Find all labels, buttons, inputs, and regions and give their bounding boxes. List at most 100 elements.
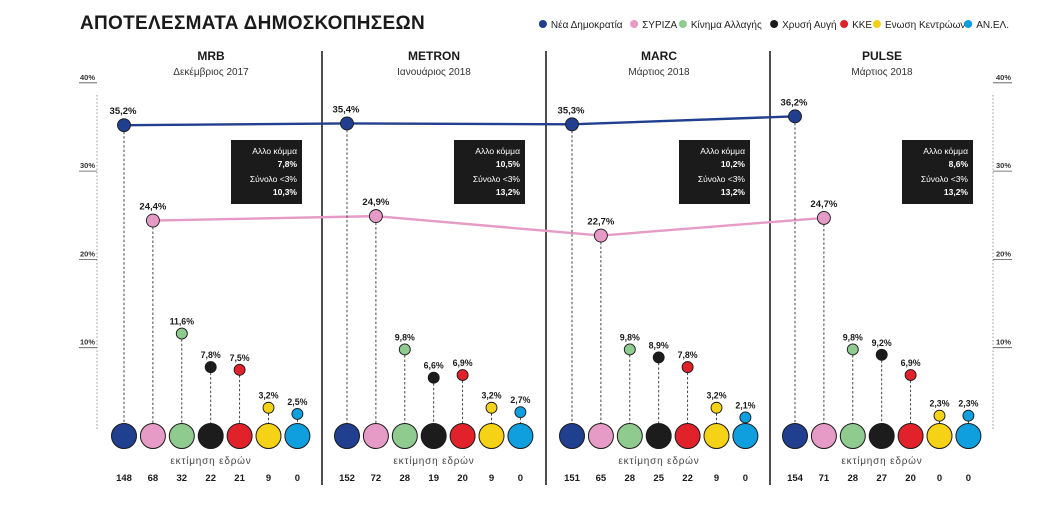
other-party-value-1: 10,5% [496, 159, 521, 169]
party-circle-2-6 [732, 423, 759, 449]
seats-value-1-3: 19 [428, 473, 439, 484]
legend-swatch-0 [538, 20, 547, 28]
seats-value-0-6: 0 [295, 473, 300, 484]
legend-swatch-4 [840, 20, 849, 28]
seats-value-2-5: 9 [714, 473, 719, 484]
value-label-1-1: 24,9% [362, 197, 389, 208]
seats-value-0-4: 21 [234, 473, 245, 484]
other-party-label-0: Αλλο κόμμα [252, 146, 297, 156]
below3-label-3: Σύνολο <3% [921, 174, 969, 184]
seats-value-0-3: 22 [205, 473, 216, 484]
party-circle-3-6 [955, 423, 982, 449]
value-label-0-1: 24,4% [139, 202, 166, 213]
other-party-label-1: Αλλο κόμμα [475, 146, 520, 156]
value-dot-1-4 [456, 369, 469, 382]
seats-caption-0: εκτίμηση εδρών [170, 455, 251, 467]
value-dot-2-5 [710, 401, 723, 414]
y-tick-label-right-0: 40% [996, 73, 1011, 82]
other-party-value-0: 7,8% [278, 159, 298, 169]
value-label-0-2: 11,6% [170, 317, 195, 327]
below3-label-2: Σύνολο <3% [698, 174, 746, 184]
value-label-0-3: 7,8% [201, 350, 221, 360]
value-label-1-3: 6,6% [424, 361, 444, 371]
party-circle-1-5 [478, 423, 505, 449]
value-dot-0-1 [145, 213, 160, 228]
seats-value-0-5: 9 [266, 473, 271, 484]
value-dot-2-2 [623, 343, 636, 356]
poll-date-0: Δεκέμβριος 2017 [173, 66, 249, 78]
seats-value-3-0: 154 [787, 473, 804, 484]
pollster-name-2: MARC [641, 49, 677, 63]
other-parties-box-3 [902, 140, 973, 204]
legend-label-5: Ενωση Κεντρώων [885, 19, 965, 31]
poll-date-3: Μάρτιος 2018 [851, 66, 913, 78]
value-label-1-5: 3,2% [481, 391, 501, 401]
seats-caption-1: εκτίμηση εδρών [393, 455, 474, 467]
seats-caption-3: εκτίμηση εδρών [841, 455, 922, 467]
y-tick-label-left-2: 20% [80, 249, 95, 258]
other-parties-box-1 [454, 140, 525, 204]
value-dot-0-0 [117, 118, 131, 133]
value-dot-1-3 [427, 371, 440, 384]
seats-value-2-1: 65 [596, 473, 607, 484]
below3-value-2: 13,2% [721, 187, 746, 197]
pollster-name-3: PULSE [862, 49, 902, 63]
party-circle-0-4 [226, 423, 253, 449]
below3-value-1: 13,2% [496, 187, 521, 197]
party-circle-3-0 [782, 423, 808, 449]
seats-value-2-3: 25 [653, 473, 664, 484]
legend-label-0: Νέα Δημοκρατία [551, 19, 623, 31]
value-label-2-4: 7,8% [678, 350, 698, 360]
legend-swatch-6 [964, 20, 973, 28]
value-label-2-1: 22,7% [587, 217, 614, 228]
below3-label-1: Σύνολο <3% [473, 174, 521, 184]
below3-value-0: 10,3% [273, 187, 298, 197]
party-circle-2-5 [703, 423, 730, 449]
party-circle-0-1 [139, 423, 166, 449]
value-dot-2-6 [739, 411, 752, 424]
below3-value-3: 13,2% [944, 187, 969, 197]
value-dot-2-1 [593, 228, 608, 243]
value-label-1-4: 6,9% [453, 358, 473, 368]
seats-value-1-6: 0 [518, 473, 523, 484]
value-dot-1-0 [340, 116, 354, 131]
seats-value-3-5: 0 [937, 473, 942, 484]
party-circle-0-0 [111, 423, 137, 449]
seats-value-1-5: 9 [489, 473, 494, 484]
value-dot-2-3 [652, 351, 665, 364]
y-tick-label-left-1: 30% [80, 161, 95, 170]
value-dot-3-0 [788, 109, 802, 124]
seats-value-2-4: 22 [682, 473, 693, 484]
value-label-1-2: 9,8% [395, 332, 415, 342]
y-tick-label-right-3: 10% [996, 338, 1011, 347]
party-circle-1-4 [449, 423, 476, 449]
party-circle-1-3 [420, 423, 447, 449]
seats-value-2-0: 151 [564, 473, 581, 484]
seats-value-3-4: 20 [905, 473, 916, 484]
party-circle-0-6 [284, 423, 311, 449]
value-dot-0-6 [291, 407, 304, 420]
value-dot-0-2 [175, 327, 188, 340]
value-dot-1-2 [398, 343, 411, 356]
value-label-0-0: 35,2% [110, 106, 137, 117]
y-tick-label-right-1: 30% [996, 161, 1011, 170]
party-circle-0-3 [197, 423, 224, 449]
party-circle-1-0 [334, 423, 360, 449]
legend-swatch-5 [873, 20, 881, 28]
value-label-2-3: 8,9% [649, 340, 669, 350]
other-party-value-2: 10,2% [721, 159, 746, 169]
party-circle-2-1 [587, 423, 614, 449]
chart-title: ΑΠΟΤΕΛΕΣΜΑΤΑ ΔΗΜΟΣΚΟΠΗΣΕΩΝ [80, 13, 425, 34]
value-label-2-0: 35,3% [558, 105, 585, 116]
seats-value-1-4: 20 [457, 473, 468, 484]
party-circle-3-4 [897, 423, 924, 449]
seats-value-0-0: 148 [116, 473, 132, 484]
seats-value-3-3: 27 [876, 473, 887, 484]
below3-label-0: Σύνολο <3% [250, 174, 298, 184]
party-circle-2-3 [645, 423, 672, 449]
y-tick-label-left-0: 40% [80, 73, 95, 82]
value-dot-3-2 [846, 343, 859, 356]
seats-value-1-1: 72 [371, 473, 382, 484]
value-label-3-1: 24,7% [810, 199, 837, 210]
